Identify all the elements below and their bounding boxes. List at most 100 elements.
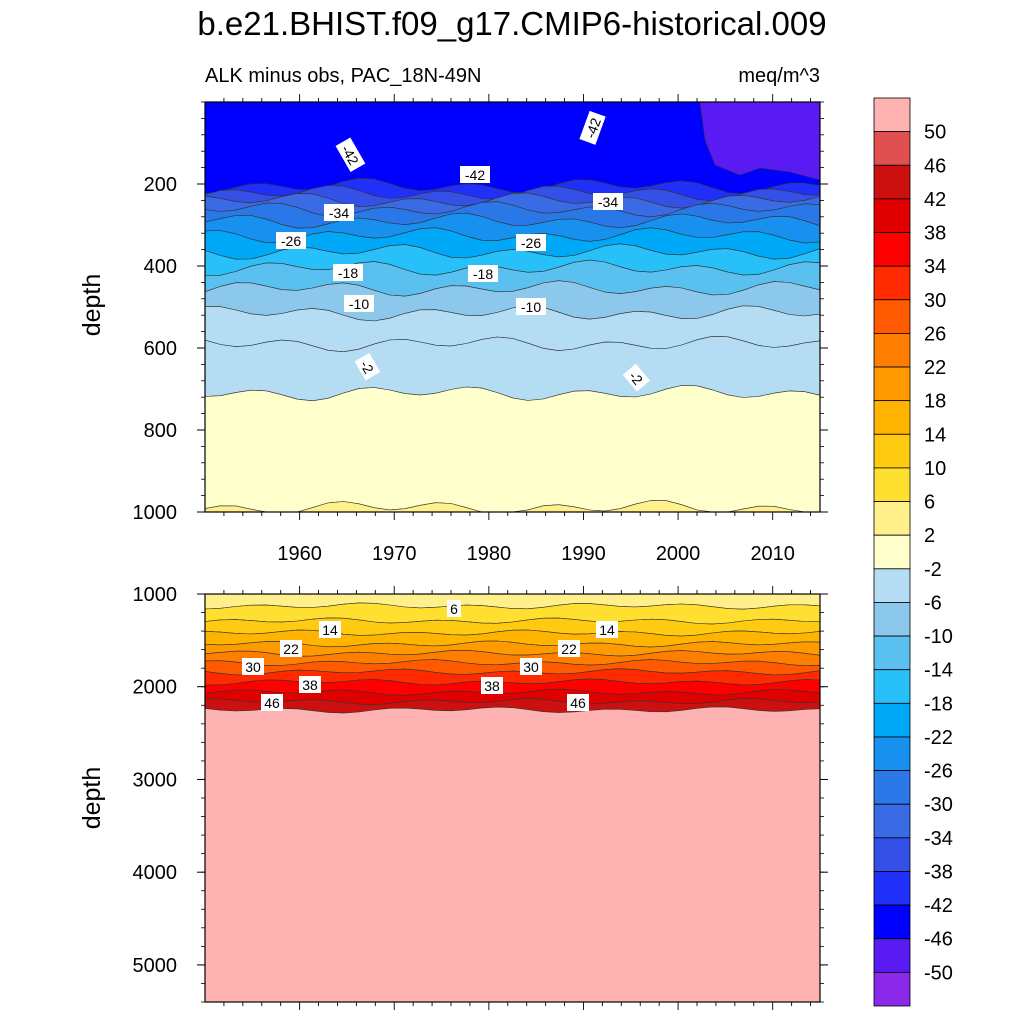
colorbar-label: 42 (924, 189, 946, 211)
colorbar-swatch (873, 299, 911, 334)
contour-label-box (516, 298, 546, 315)
contour-label-box (468, 265, 498, 282)
contour-label: -18 (468, 265, 498, 282)
colorbar-swatch (873, 400, 911, 435)
contour-label-text: 6 (450, 601, 458, 617)
contour-label-box (558, 640, 580, 657)
contour-label-text: -34 (329, 205, 349, 221)
contour-label-box (520, 658, 542, 675)
colorbar-label: 26 (924, 323, 946, 345)
colorbar-swatch (873, 803, 911, 839)
lower-depth-panel: 1000 2000 3000 4000 5000 6 14 14 22 22 30 30 38 38 46 4… (133, 584, 828, 1010)
colorbar-swatch (873, 164, 911, 200)
x-tick-label: 1980 (467, 543, 512, 565)
colorbar-swatch (873, 333, 911, 368)
colorbar-swatch (873, 366, 911, 402)
contour-label: 38 (299, 676, 321, 693)
colorbar-label: 18 (924, 391, 946, 413)
colorbar-swatch (873, 131, 911, 166)
contour-label: -18 (333, 264, 363, 281)
colorbar-swatch (873, 837, 911, 872)
colorbar-swatch (873, 232, 911, 267)
colorbar-label: -14 (924, 660, 953, 682)
colorbar-label: -42 (924, 895, 953, 917)
colorbar-label: 10 (924, 458, 946, 480)
y-tick-label: 1000 (133, 502, 178, 524)
colorbar-label: -50 (924, 962, 953, 984)
contour-label-text: -42 (465, 167, 485, 183)
contour-label: 30 (242, 658, 264, 675)
colorbar-label: -2 (924, 559, 942, 581)
contour-bands (204, 101, 821, 513)
colorbar-label: 38 (924, 223, 946, 245)
contour-label-text: -26 (281, 233, 301, 249)
y-tick-label: 600 (144, 338, 177, 360)
y-tick-label: 200 (144, 174, 177, 196)
contour-label-box (242, 658, 264, 675)
contour-band (204, 385, 821, 513)
contour-label-box (622, 363, 650, 392)
colorbar-label: -22 (924, 727, 953, 749)
colorbar-swatch (873, 97, 911, 133)
colorbar-label: -18 (924, 693, 953, 715)
contour-label-box (460, 166, 490, 183)
contour-label-box (333, 264, 363, 281)
contour-label-box (481, 677, 503, 694)
contour-label: 6 (447, 600, 461, 617)
contour-label-text: 22 (283, 641, 299, 657)
contour-label-box (516, 234, 546, 251)
units-subtitle: meq/m^3 (738, 65, 820, 87)
contour-label: -42 (579, 110, 606, 145)
contour-band (204, 706, 821, 1003)
colorbar-swatch (873, 770, 911, 805)
contour-label-box (447, 600, 461, 617)
colorbar-swatch (873, 736, 911, 771)
y-tick-label: 400 (144, 256, 177, 278)
colorbar-label: 30 (924, 290, 946, 312)
contour-label-text: 22 (561, 641, 577, 657)
colorbar-label: -46 (924, 929, 953, 951)
contour-label-text: -10 (521, 299, 541, 315)
contour-label-box (335, 137, 366, 172)
contour-label: 46 (567, 694, 589, 711)
contour-label-text: 38 (302, 677, 318, 693)
contour-label-text: -26 (521, 235, 541, 251)
contour-label-box (567, 694, 589, 711)
colorbar-label: 6 (924, 492, 935, 514)
contour-label: -10 (344, 295, 374, 312)
contour-label: -10 (516, 298, 546, 315)
contour-label-text: -18 (473, 266, 493, 282)
colorbar-swatch (873, 602, 911, 637)
contour-label-text: 30 (523, 659, 539, 675)
contour-label-text: 30 (245, 659, 261, 675)
x-tick-label: 1990 (561, 543, 606, 565)
colorbar-label: 14 (924, 424, 946, 446)
contour-label: -42 (460, 166, 490, 183)
colorbar-swatch (873, 467, 911, 502)
contour-band (204, 335, 821, 402)
contour-label-text: -34 (598, 194, 618, 210)
x-tick-label: 1960 (277, 543, 322, 565)
contour-label: 14 (596, 621, 618, 638)
figure-title: b.e21.BHIST.f09_g17.CMIP6-historical.009 (197, 5, 826, 42)
contour-label-box (596, 621, 618, 638)
colorbar-swatch (873, 871, 911, 906)
contour-label-text: 38 (484, 678, 500, 694)
colorbar-label: -26 (924, 761, 953, 783)
contour-label-box (280, 640, 302, 657)
colorbar-label: 46 (924, 155, 946, 177)
contour-band (204, 593, 821, 610)
colorbar-label: -38 (924, 861, 953, 883)
contour-label: -2 (622, 363, 650, 392)
colorbar-swatch (873, 198, 911, 233)
colorbar-swatch (873, 635, 911, 671)
upper-depth-panel: 200 400 600 800 1000 1960 1970 1980 1990 2000 2010… (133, 94, 828, 565)
contour-label: 22 (558, 640, 580, 657)
x-axis: 1960 1970 1980 1990 2000 2010 (223, 94, 811, 565)
x-tick-label: 2000 (656, 543, 701, 565)
contour-labels: -42-42-42-34-34-26 -26-18 -18-10 -10-2-2 (276, 110, 650, 392)
plot-frame (204, 101, 821, 513)
colorbar-swatch (873, 971, 911, 1007)
y-tick-label: 2000 (133, 677, 178, 699)
